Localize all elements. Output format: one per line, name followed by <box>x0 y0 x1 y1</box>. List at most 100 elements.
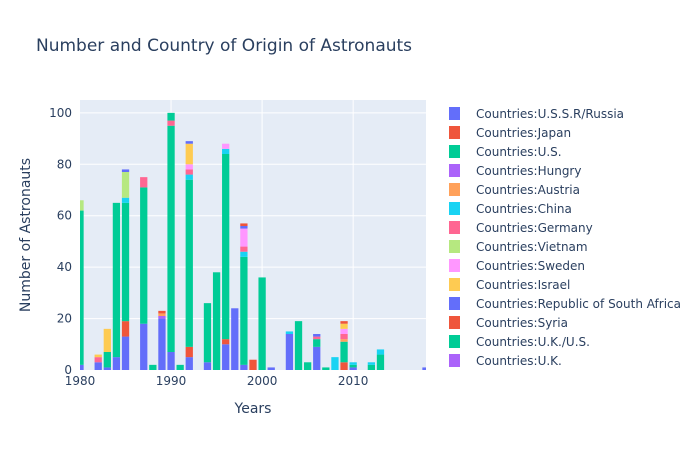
legend-item[interactable]: Countries:Japan <box>449 126 571 140</box>
bar-segment[interactable] <box>112 357 121 370</box>
legend-item[interactable]: Countries:U.S.S.R/Russia <box>449 107 624 121</box>
bar-segment[interactable] <box>158 313 166 316</box>
bar-segment[interactable] <box>240 228 248 247</box>
bar-segment[interactable] <box>240 246 248 252</box>
bar-segment[interactable] <box>313 346 321 370</box>
bar-segment[interactable] <box>240 256 248 365</box>
bar-segment[interactable] <box>422 367 429 370</box>
bar-segment[interactable] <box>222 143 230 149</box>
bar-segment[interactable] <box>140 187 148 324</box>
bar-segment[interactable] <box>94 357 102 363</box>
bar-segment[interactable] <box>340 341 348 363</box>
legend-item[interactable]: Countries:U.K./U.S. <box>449 335 590 349</box>
bar-segment[interactable] <box>240 364 248 370</box>
bar-segment[interactable] <box>121 169 130 172</box>
bar-segment[interactable] <box>203 303 212 363</box>
bar-segment[interactable] <box>340 328 348 334</box>
bar-segment[interactable] <box>185 141 193 144</box>
legend-item[interactable]: Countries:Austria <box>449 183 580 197</box>
legend-swatch <box>449 316 460 329</box>
bar-segment[interactable] <box>331 357 339 370</box>
bar-segment[interactable] <box>376 349 385 355</box>
legend-item[interactable]: Countries:U.K. <box>449 354 562 368</box>
bar-segment[interactable] <box>185 169 193 175</box>
bar-segment[interactable] <box>185 174 193 180</box>
bar-segment[interactable] <box>121 321 130 337</box>
bar-segment[interactable] <box>167 112 175 121</box>
bar-segment[interactable] <box>94 354 102 358</box>
bar-segment[interactable] <box>121 202 130 322</box>
bar-segment[interactable] <box>167 352 175 370</box>
bar-segment[interactable] <box>376 354 385 370</box>
bar-segment[interactable] <box>240 226 248 229</box>
bar-segment[interactable] <box>249 359 257 370</box>
bar-segment[interactable] <box>303 362 312 370</box>
bar-segment[interactable] <box>367 362 376 365</box>
bar-segment[interactable] <box>313 334 321 337</box>
bar-segment[interactable] <box>140 177 148 188</box>
bar-segment[interactable] <box>185 179 193 347</box>
bar-segment[interactable] <box>158 310 166 314</box>
y-tick-label: 0 <box>64 363 72 377</box>
bar-segment[interactable] <box>285 331 294 334</box>
bar-segment[interactable] <box>231 308 239 370</box>
bar-segment[interactable] <box>140 323 148 370</box>
bar-segment[interactable] <box>158 316 166 319</box>
bar-segment[interactable] <box>112 202 121 358</box>
bar-segment[interactable] <box>185 164 193 170</box>
bar-segment[interactable] <box>322 367 330 370</box>
bar-segment[interactable] <box>103 367 111 370</box>
bar-segment[interactable] <box>158 318 166 370</box>
legend-item[interactable]: Countries:China <box>449 202 572 216</box>
bar-segment[interactable] <box>340 362 348 370</box>
bar-segment[interactable] <box>76 210 84 365</box>
legend-item[interactable]: Countries:Vietnam <box>449 240 588 254</box>
bar-segment[interactable] <box>285 334 294 370</box>
legend-item[interactable]: Countries:Sweden <box>449 259 585 273</box>
bar-segment[interactable] <box>94 362 102 370</box>
bar-segment[interactable] <box>222 339 230 345</box>
legend-item[interactable]: Countries:Hungry <box>449 164 581 178</box>
bar-segment[interactable] <box>294 321 303 370</box>
bar-segment[interactable] <box>340 334 348 340</box>
bar-segment[interactable] <box>313 336 321 340</box>
bar-segment[interactable] <box>349 362 357 365</box>
bar-segment[interactable] <box>212 272 221 370</box>
bar-segment[interactable] <box>203 362 212 370</box>
bar-segment[interactable] <box>103 328 111 352</box>
bar-segment[interactable] <box>240 223 248 226</box>
bar-segment[interactable] <box>313 339 321 347</box>
bar-segment[interactable] <box>367 364 376 370</box>
legend-item[interactable]: Countries:Republic of South Africa <box>449 297 681 311</box>
bar-segment[interactable] <box>167 120 175 126</box>
legend-item[interactable]: Countries:U.S. <box>449 145 562 159</box>
bar-segment[interactable] <box>349 367 357 370</box>
bar-segment[interactable] <box>222 154 230 340</box>
bar-segment[interactable] <box>121 336 130 370</box>
bar-segment[interactable] <box>76 200 84 211</box>
bar-segment[interactable] <box>121 172 130 198</box>
bar-segment[interactable] <box>258 277 266 370</box>
bar-segment[interactable] <box>267 367 275 370</box>
legend-item[interactable]: Countries:Germany <box>449 221 593 235</box>
bar-segment[interactable] <box>340 323 348 329</box>
legend-item[interactable]: Countries:Israel <box>449 278 570 292</box>
bar-segment[interactable] <box>340 321 348 324</box>
bar-segment[interactable] <box>185 357 193 370</box>
bar-segment[interactable] <box>222 148 230 154</box>
bar-segment[interactable] <box>185 346 193 358</box>
bar-segment[interactable] <box>76 364 84 370</box>
bar-segment[interactable] <box>149 364 157 370</box>
bar-segment[interactable] <box>167 125 175 352</box>
bar-segment[interactable] <box>121 197 130 203</box>
x-tick-label: 1980 <box>65 374 96 388</box>
bar-segment[interactable] <box>349 364 357 368</box>
legend-swatch <box>449 221 460 234</box>
bar-segment[interactable] <box>103 352 111 368</box>
bar-segment[interactable] <box>240 251 248 257</box>
bar-segment[interactable] <box>185 143 193 165</box>
bar-segment[interactable] <box>340 339 348 342</box>
bar-segment[interactable] <box>222 344 230 370</box>
legend-item[interactable]: Countries:Syria <box>449 316 568 330</box>
bar-segment[interactable] <box>176 364 184 370</box>
